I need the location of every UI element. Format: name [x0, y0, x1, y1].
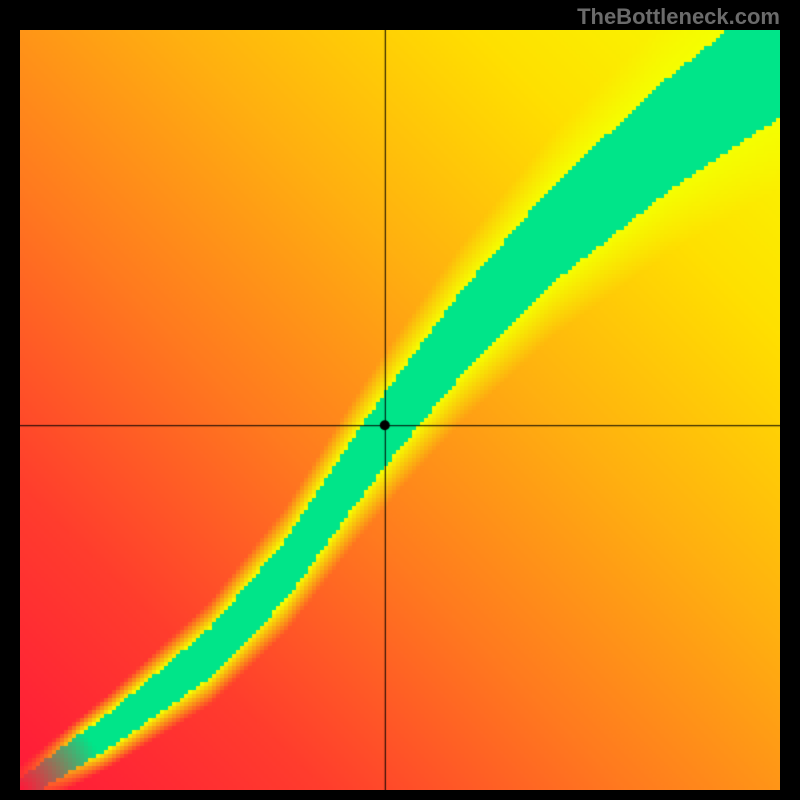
- watermark-text: TheBottleneck.com: [577, 4, 780, 30]
- chart-frame: TheBottleneck.com: [0, 0, 800, 800]
- heatmap-canvas: [20, 30, 780, 790]
